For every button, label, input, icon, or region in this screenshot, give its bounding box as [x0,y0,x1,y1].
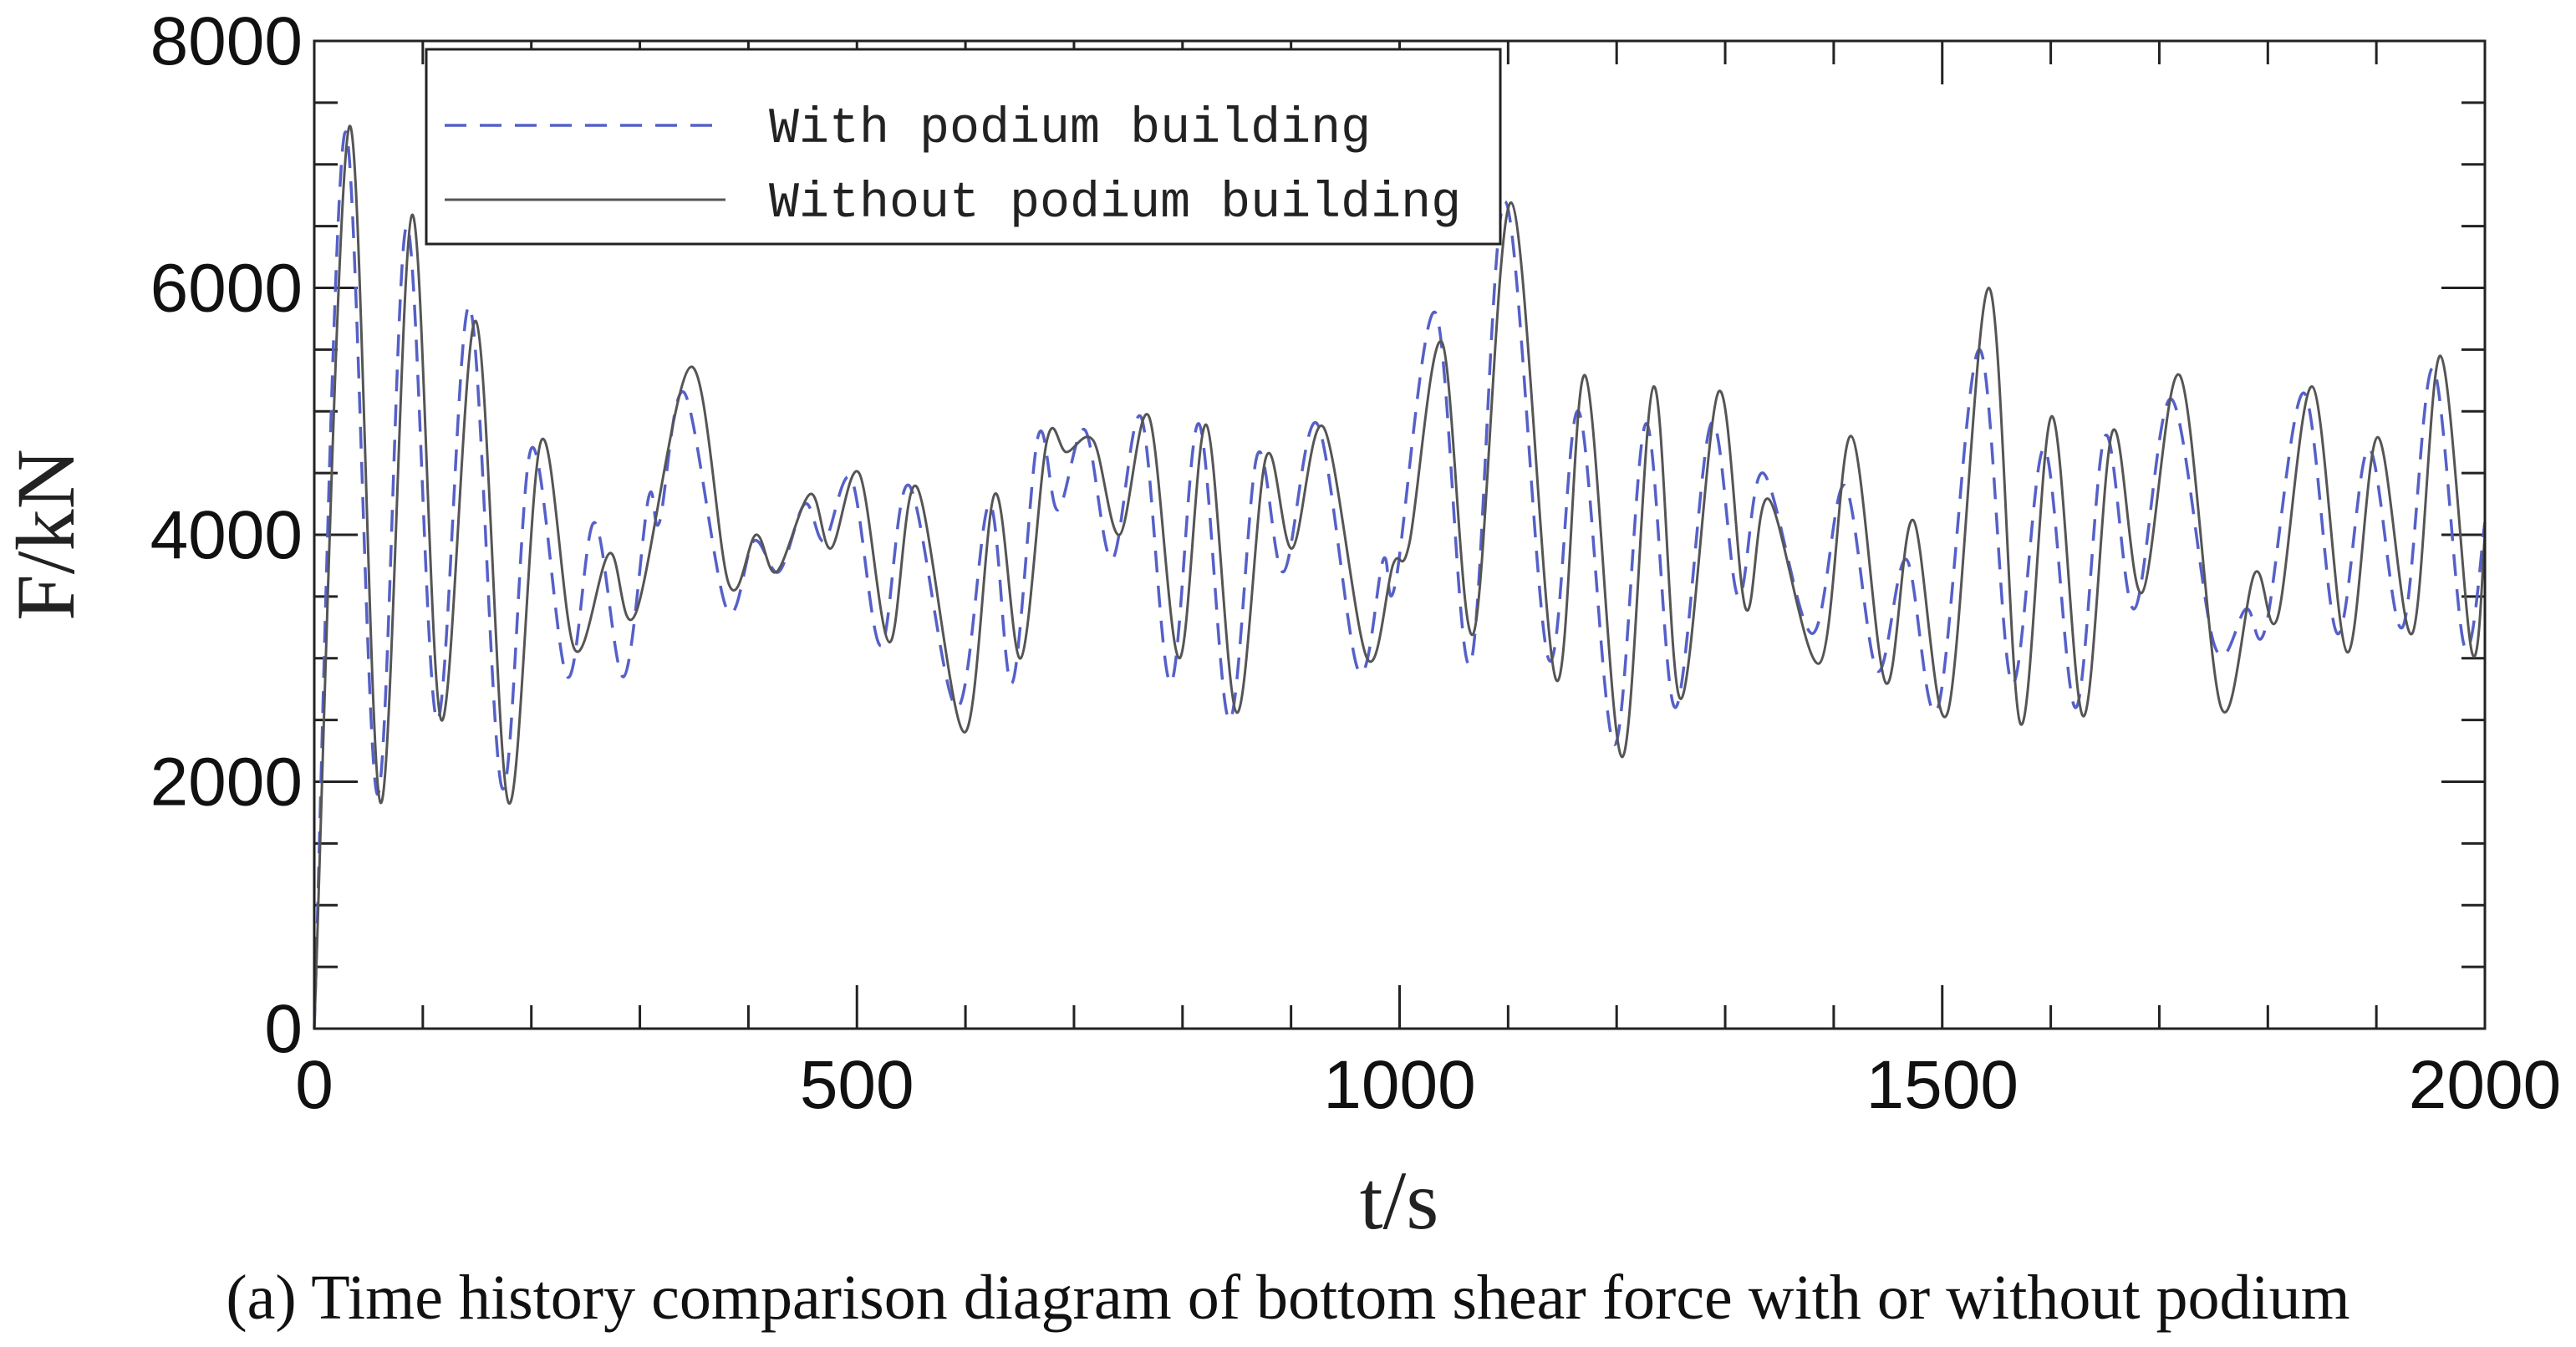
y-tick-label: 2000 [150,745,303,821]
y-tick-label: 6000 [150,251,303,327]
legend-label: Without podium building [769,175,1461,232]
legend-box [425,48,1502,246]
caption: (a) Time history comparison diagram of b… [226,1263,2349,1333]
series-line [313,130,2487,1029]
x-tick-label: 1500 [1866,1047,2019,1123]
series-line [313,125,2487,1029]
y-tick-label: 8000 [150,3,303,79]
plot-frame [313,39,2487,1030]
legend-label: With podium building [769,101,1371,158]
x-tick-label: 1000 [1323,1047,1475,1123]
y-tick-label: 4000 [150,497,303,573]
y-tick-label: 0 [264,991,303,1067]
x-tick-label: 2000 [2409,1047,2561,1123]
x-axis-label: t/s [1360,1154,1438,1247]
x-tick-label: 0 [295,1047,333,1123]
x-tick-label: 500 [800,1047,914,1123]
y-axis-label: F/kN [0,449,92,621]
